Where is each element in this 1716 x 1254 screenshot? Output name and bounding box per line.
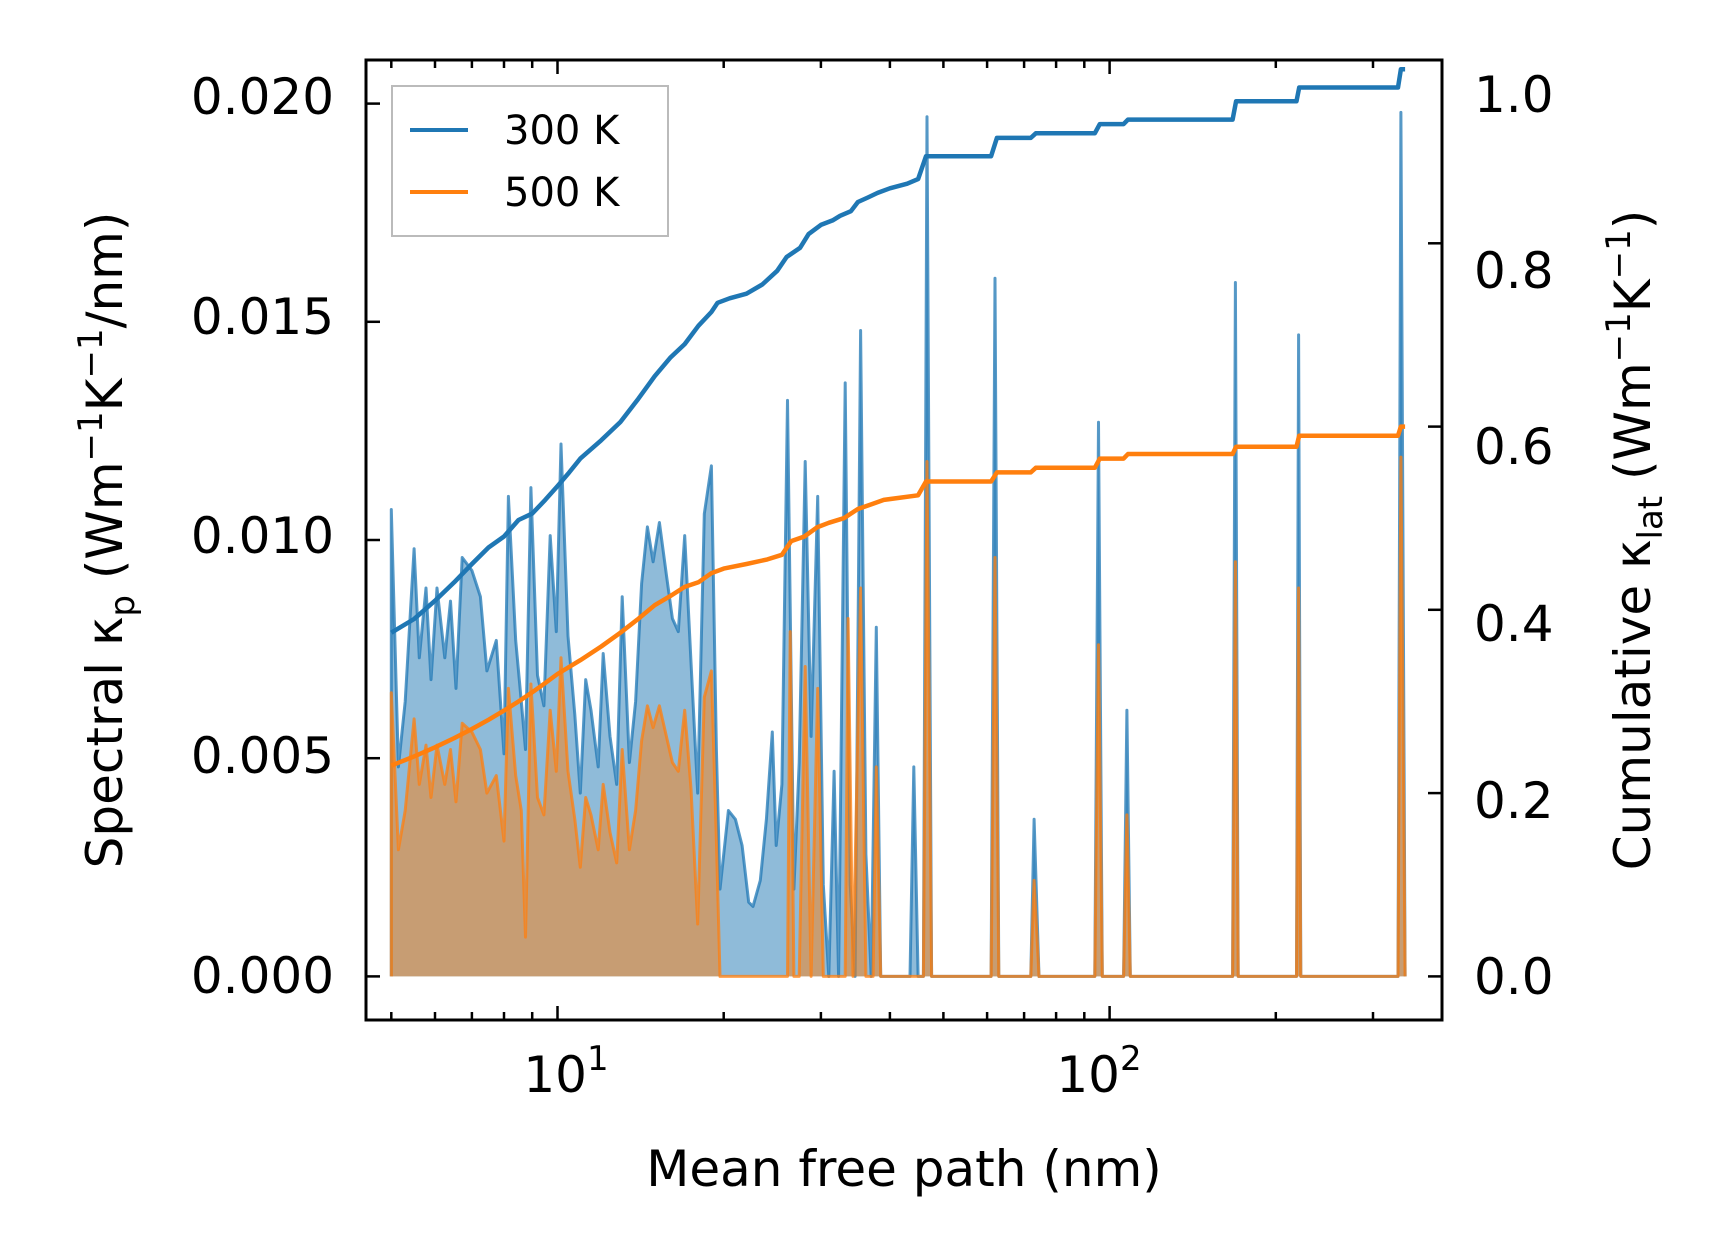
right-tick-label-1: 0.2 — [1474, 772, 1554, 830]
left-tick-label-2: 0.010 — [191, 507, 334, 565]
spectral-area-500k — [391, 457, 1406, 977]
legend-label-300k: 300 K — [504, 108, 621, 154]
axis-ticks — [366, 58, 1444, 1020]
right-tick-label-3: 0.6 — [1474, 418, 1554, 476]
right-tick-label-2: 0.4 — [1474, 595, 1554, 653]
left-tick-label-0: 0.000 — [191, 947, 334, 1005]
cumulative-line-500k — [390, 424, 1406, 768]
right-tick-label-0: 0.0 — [1474, 948, 1554, 1006]
cumulative-line-300k — [390, 66, 1406, 635]
left-tick-label-1: 0.005 — [191, 727, 334, 785]
spectral-line-500k — [389, 455, 1407, 978]
plot-data — [389, 66, 1407, 978]
right-tick-label-4: 0.8 — [1474, 242, 1554, 300]
right-axis-label: Cumulative κlat (Wm−1K−1) — [1599, 210, 1671, 870]
x-tick-label-100: 102 — [1056, 1039, 1141, 1104]
left-tick-label-4: 0.020 — [191, 68, 334, 126]
left-axis-label: Spectral κp (Wm−1K−1/nm) — [71, 212, 143, 869]
right-tick-label-5: 1.0 — [1474, 66, 1554, 124]
legend: 300 K 500 K — [391, 85, 669, 237]
legend-label-500k: 500 K — [504, 170, 621, 216]
spectral-series-500k — [389, 455, 1407, 978]
legend-box — [391, 85, 669, 237]
x-tick-label-10: 101 — [523, 1039, 608, 1104]
left-tick-label-3: 0.015 — [191, 288, 334, 346]
x-axis-label: Mean free path (nm) — [646, 1140, 1162, 1198]
